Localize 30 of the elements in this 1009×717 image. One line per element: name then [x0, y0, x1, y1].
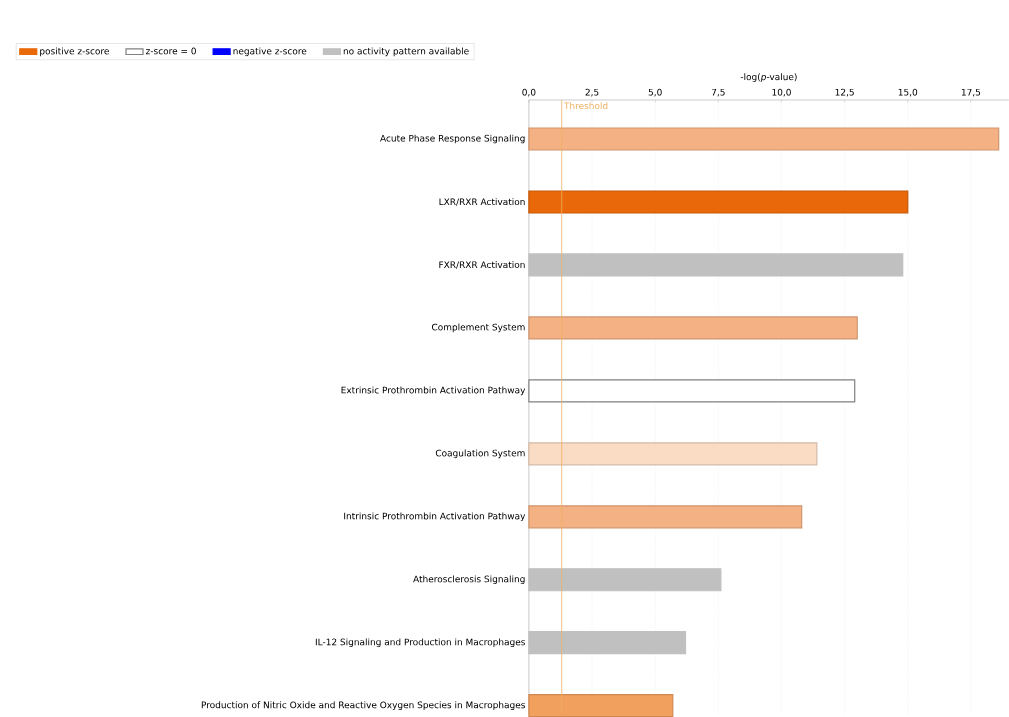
- legend-label: positive z-score: [40, 47, 109, 57]
- y-tick-label: Production of Nitric Oxide and Reactive Oxygen Species in Macrophages: [201, 701, 525, 710]
- y-tick-label: FXR/RXR Activation: [439, 260, 525, 269]
- legend-label: z-score = 0: [145, 47, 196, 55]
- x-axis-title: -log(p-value): [740, 73, 797, 82]
- x-tick-label: 15,0: [898, 88, 918, 97]
- y-tick-label: IL-12 Signaling and Production in Macrophages: [315, 638, 525, 647]
- bar: [528, 505, 803, 529]
- x-tick-label: 12,5: [835, 88, 854, 97]
- x-tick-label: 5,0: [648, 88, 662, 97]
- x-tick-label: 2,5: [585, 88, 599, 97]
- y-tick-label: LXR/RXR Activation: [439, 198, 525, 206]
- y-tick-label: Extrinsic Prothrombin Activation Pathway: [341, 386, 526, 396]
- legend-label: negative z-score: [233, 47, 307, 57]
- y-tick-label: Complement System: [431, 323, 525, 333]
- x-tick-label: 10,0: [772, 88, 791, 97]
- y-tick-label: Intrinsic Prothrombin Activation Pathway: [344, 512, 526, 521]
- bar: [528, 190, 909, 214]
- y-tick-label: Coagulation System: [435, 449, 525, 459]
- y-tick-label: Atherosclerosis Signaling: [413, 575, 525, 584]
- bar: [528, 630, 687, 655]
- x-tick-label: 0,0: [522, 88, 536, 97]
- bar: [528, 442, 818, 466]
- y-tick-label: Acute Phase Response Signaling: [380, 134, 525, 144]
- legend-label: no activity pattern available: [343, 47, 469, 57]
- x-tick-label: 17,5: [961, 88, 981, 97]
- x-tick-label: 7,5: [711, 88, 725, 97]
- bar: [528, 127, 1000, 151]
- ref-line-label: Threshold: [563, 102, 608, 109]
- bar: [528, 316, 858, 340]
